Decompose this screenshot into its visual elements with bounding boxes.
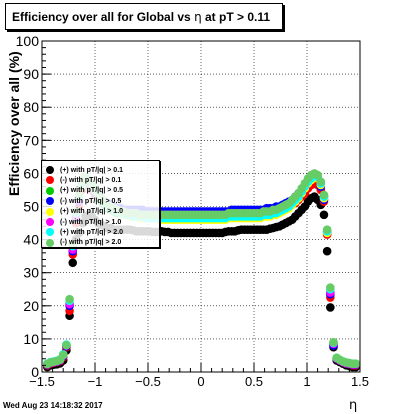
legend-label: (-) with pT/|q| > 2.0: [60, 239, 122, 247]
data-point: [319, 210, 329, 220]
y-tick-label: 20: [23, 298, 39, 314]
legend: (+) with pT/|q| > 0.1 (-) with pT/|q| > 0…: [41, 160, 160, 248]
data-point: [351, 359, 361, 369]
data-point: [313, 170, 322, 180]
legend-marker: [46, 176, 54, 185]
legend-entry: (+) with pT/|q| > 0.5: [46, 186, 123, 196]
y-tick-label: 60: [23, 165, 39, 181]
y-tick-label: 10: [23, 331, 39, 347]
legend-marker: [46, 228, 54, 237]
y-tick-label: 80: [23, 99, 39, 115]
legend-marker: [46, 218, 54, 226]
data-point: [58, 350, 68, 360]
data-point: [322, 225, 332, 234]
legend-label: (-) with pT/|q| > 1.0: [60, 218, 122, 226]
legend-marker: [46, 238, 54, 247]
x-tick-label: −1.5: [29, 374, 55, 389]
legend-entry: (-) with pT/|q| > 0.1: [46, 175, 121, 185]
x-tick-label: 0.5: [245, 374, 263, 389]
legend-label: (-) with pT/|q| > 0.5: [60, 197, 122, 205]
x-tick-label: 1: [303, 374, 310, 389]
data-point: [65, 294, 74, 304]
data-point: [316, 177, 326, 186]
timestamp: Wed Aug 23 14:18:32 2017: [3, 401, 103, 410]
legend-entry: (+) with pT/|q| > 0.1: [46, 165, 123, 175]
y-tick-label: 40: [23, 232, 39, 248]
legend-marker: [46, 186, 54, 195]
x-tick-label: −1: [88, 374, 103, 389]
y-tick-label: 30: [23, 265, 39, 281]
legend-entry: (-) with pT/|q| > 1.0: [46, 217, 121, 227]
legend-entry: (-) with pT/|q| > 2.0: [46, 238, 121, 248]
data-point: [68, 258, 78, 268]
x-tick-label: 0: [197, 374, 204, 389]
legend-marker: [46, 207, 54, 216]
legend-label: (+) with pT/|q| > 1.0: [60, 208, 124, 216]
legend-marker: [46, 197, 54, 206]
legend-entry: (+) with pT/|q| > 2.0: [46, 227, 123, 237]
legend-marker: [46, 166, 54, 174]
y-axis-label: Efficiency over all (%): [6, 51, 22, 196]
data-point: [326, 283, 335, 292]
legend-label: (+) with pT/|q| > 0.5: [60, 187, 124, 195]
title-eta-symbol: η: [194, 10, 202, 24]
title-suffix: at pT > 0.11: [201, 10, 271, 24]
y-tick-label: 0: [31, 364, 39, 380]
legend-label: (-) with pT/|q| > 0.1: [60, 176, 122, 184]
legend-entry: (+) with pT/|q| > 1.0: [46, 207, 123, 217]
data-point: [326, 303, 335, 312]
legend-entry: (-) with pT/|q| > 0.5: [46, 196, 121, 206]
tick-labels: −1.5 −1 −0.5 0 0.5 1 1.5 0 10 20 30 40 50 60 70 80 90 100: [16, 33, 369, 389]
y-tick-label: 70: [23, 132, 39, 148]
x-tick-label: −0.5: [135, 374, 161, 389]
data-point: [62, 340, 71, 350]
data-point: [319, 190, 329, 200]
y-tick-label: 100: [16, 33, 40, 49]
y-tick-label: 90: [23, 66, 39, 82]
data-point: [329, 337, 338, 347]
legend-label: (+) with pT/|q| > 2.0: [60, 228, 124, 236]
y-tick-label: 50: [23, 199, 39, 215]
legend-label: (+) with pT/|q| > 0.1: [60, 166, 124, 174]
chart-title-box: Efficiency over all for Global vs η at p…: [5, 3, 283, 30]
data-point: [322, 246, 332, 256]
title-prefix: Efficiency over all for Global vs: [12, 10, 195, 24]
x-axis-label: η: [349, 398, 358, 413]
x-tick-label: 1.5: [351, 374, 369, 389]
chart-title: Efficiency over all for Global vs η at p…: [12, 10, 270, 24]
